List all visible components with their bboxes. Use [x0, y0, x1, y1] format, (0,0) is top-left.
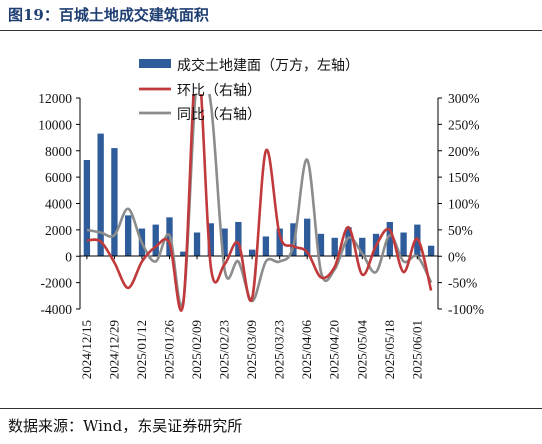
bar-2025/04/06: [304, 218, 311, 257]
right-tick-label: -100%: [448, 302, 484, 317]
bar-2025/04/13: [317, 233, 325, 257]
bar-2025/02/16: [207, 223, 214, 257]
title-divider: [0, 30, 542, 31]
right-tick-label: 50%: [448, 223, 473, 238]
x-tick-label: 2025/03/09: [244, 320, 259, 379]
axis-ticks: 12000 10000 8000 6000 4000 2000 0 -2000 -4000 300…: [38, 91, 484, 379]
source-note: 数据来源：Wind，东吴证券研究所: [8, 417, 243, 435]
bar-2024/12/22: [97, 133, 104, 257]
legend: 成交土地建面（万方，左轴） 环比（右轴） 同比（右轴）: [139, 57, 359, 123]
right-tick-label: 150%: [448, 170, 480, 185]
x-tick-label: 2025/02/09: [189, 320, 204, 379]
x-tick-label: 2024/12/29: [106, 320, 121, 379]
bar-2025/01/05: [125, 215, 132, 257]
right-tick-label: 0%: [448, 249, 466, 264]
chart-title: 图19：百城土地成交建筑面积: [8, 6, 209, 24]
x-tick-label: 2025/06/01: [409, 320, 424, 379]
right-tick-label: 200%: [448, 144, 480, 159]
bar-2025/05/25: [400, 232, 407, 257]
x-tick-label: 2025/04/06: [299, 320, 314, 380]
bar-2025/03/16: [262, 236, 270, 257]
bar-2025/02/09: [193, 232, 201, 257]
left-tick-label: 4000: [45, 197, 72, 212]
bar-2025/02/23: [221, 228, 228, 257]
right-tick-label: -50%: [448, 276, 477, 291]
bar-2024/12/29: [111, 148, 118, 257]
bar-2025/04/27: [345, 227, 352, 257]
source-divider: [0, 408, 542, 409]
left-tick-label: 2000: [45, 223, 72, 238]
bar-2025/02/02: [180, 251, 187, 257]
x-tick-label: 2025/01/26: [162, 320, 177, 380]
left-tick-label: 0: [65, 249, 72, 264]
legend-label: 成交土地建面（万方，左轴）: [177, 57, 359, 74]
mom-line: [86, 94, 433, 313]
right-tick-label: 100%: [448, 197, 480, 212]
x-tick-label: 2025/05/04: [354, 320, 369, 380]
x-tick-label: 2025/01/12: [134, 320, 149, 379]
left-tick-label: 12000: [38, 91, 72, 106]
bar-2025/05/18: [386, 221, 393, 257]
left-tick-label: -2000: [41, 276, 73, 291]
line-series: [86, 94, 433, 313]
bar-2025/03/09: [248, 249, 256, 257]
legend-swatch: [139, 59, 171, 68]
x-tick-label: 2025/02/23: [217, 320, 232, 379]
right-tick-label: 250%: [448, 117, 480, 132]
bar-2025/01/19: [152, 224, 159, 257]
x-tick-label: 2025/04/20: [327, 320, 342, 379]
x-tick-label: 2024/12/15: [79, 320, 94, 379]
legend-label: 同比（右轴）: [177, 107, 261, 123]
bar-2025/04/20: [331, 237, 338, 257]
left-tick-label: 8000: [45, 144, 72, 159]
bar-2025/03/02: [235, 221, 242, 257]
right-tick-label: 300%: [448, 91, 480, 106]
bar-2025/05/04: [359, 237, 366, 257]
left-tick-label: 6000: [45, 170, 72, 185]
x-tick-label: 2025/03/23: [272, 320, 287, 379]
left-tick-label: -4000: [41, 302, 73, 317]
bar-2025/06/08: [427, 245, 435, 257]
bar-2024/12/15: [83, 159, 91, 257]
x-tick-label: 2025/05/18: [382, 320, 397, 379]
left-tick-label: 10000: [38, 117, 72, 132]
legend-label: 环比（右轴）: [177, 83, 261, 99]
bar-2025/03/23: [276, 228, 283, 257]
